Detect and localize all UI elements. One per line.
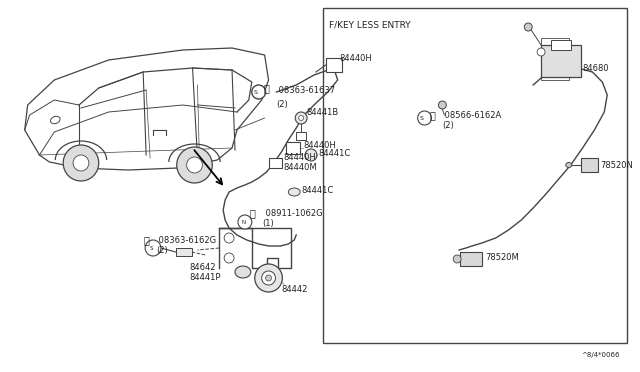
Circle shape xyxy=(537,48,545,56)
Bar xyxy=(286,142,300,154)
Text: N: N xyxy=(242,219,246,224)
Text: 78520M: 78520M xyxy=(486,253,520,263)
Bar xyxy=(551,40,571,50)
Text: Ⓝ: Ⓝ xyxy=(250,208,256,218)
Text: (2): (2) xyxy=(442,121,454,129)
Circle shape xyxy=(295,112,307,124)
Circle shape xyxy=(262,271,275,285)
Circle shape xyxy=(238,215,252,229)
Bar xyxy=(580,158,598,172)
Circle shape xyxy=(73,155,89,171)
Bar xyxy=(269,158,282,168)
Bar xyxy=(296,132,306,140)
Bar xyxy=(326,58,342,72)
Text: 84441P: 84441P xyxy=(189,273,221,282)
Ellipse shape xyxy=(51,116,60,124)
Circle shape xyxy=(299,115,303,121)
Text: 84440H: 84440H xyxy=(340,54,372,62)
Text: 84680: 84680 xyxy=(582,64,609,73)
Text: Ⓢ: Ⓢ xyxy=(429,110,435,120)
Bar xyxy=(541,45,580,77)
Text: 78520N: 78520N xyxy=(600,160,633,170)
Circle shape xyxy=(266,275,271,281)
Text: 84441C: 84441C xyxy=(318,148,350,157)
Ellipse shape xyxy=(235,266,251,278)
Circle shape xyxy=(224,253,234,263)
Text: 08363-6162G: 08363-6162G xyxy=(156,235,216,244)
Circle shape xyxy=(524,23,532,31)
Text: 84442: 84442 xyxy=(282,285,308,295)
Text: S: S xyxy=(254,90,258,94)
Ellipse shape xyxy=(566,163,572,167)
Circle shape xyxy=(177,147,212,183)
Circle shape xyxy=(145,240,161,256)
Text: S: S xyxy=(150,246,154,250)
Text: Ⓢ: Ⓢ xyxy=(264,83,269,93)
Circle shape xyxy=(453,255,461,263)
Circle shape xyxy=(63,145,99,181)
Bar xyxy=(176,248,191,256)
Text: 84440H: 84440H xyxy=(284,153,316,161)
Ellipse shape xyxy=(454,257,460,262)
Text: 08911-1062G: 08911-1062G xyxy=(262,208,323,218)
Text: 84440H: 84440H xyxy=(303,141,336,150)
Text: F/KEY LESS ENTRY: F/KEY LESS ENTRY xyxy=(329,20,410,29)
Text: S: S xyxy=(420,115,424,121)
Text: ^8/4*0066: ^8/4*0066 xyxy=(582,352,620,358)
Text: 08363-61637: 08363-61637 xyxy=(276,86,335,94)
Text: (2): (2) xyxy=(276,100,288,109)
Bar xyxy=(541,38,569,80)
Bar xyxy=(460,252,482,266)
Text: Ⓢ: Ⓢ xyxy=(143,235,149,245)
Ellipse shape xyxy=(305,151,317,159)
Text: (2): (2) xyxy=(156,246,168,254)
Text: 84642: 84642 xyxy=(189,263,216,273)
Text: 08566-6162A: 08566-6162A xyxy=(442,110,502,119)
Ellipse shape xyxy=(288,188,300,196)
Text: 84440M: 84440M xyxy=(284,163,317,171)
Circle shape xyxy=(255,264,282,292)
Text: 84441B: 84441B xyxy=(306,108,339,116)
Circle shape xyxy=(438,101,446,109)
Circle shape xyxy=(187,157,202,173)
Circle shape xyxy=(252,85,266,99)
Text: (1): (1) xyxy=(262,218,275,228)
Circle shape xyxy=(224,233,234,243)
Circle shape xyxy=(418,111,431,125)
Bar xyxy=(323,8,627,343)
Circle shape xyxy=(305,149,317,161)
Text: 84441C: 84441C xyxy=(301,186,333,195)
